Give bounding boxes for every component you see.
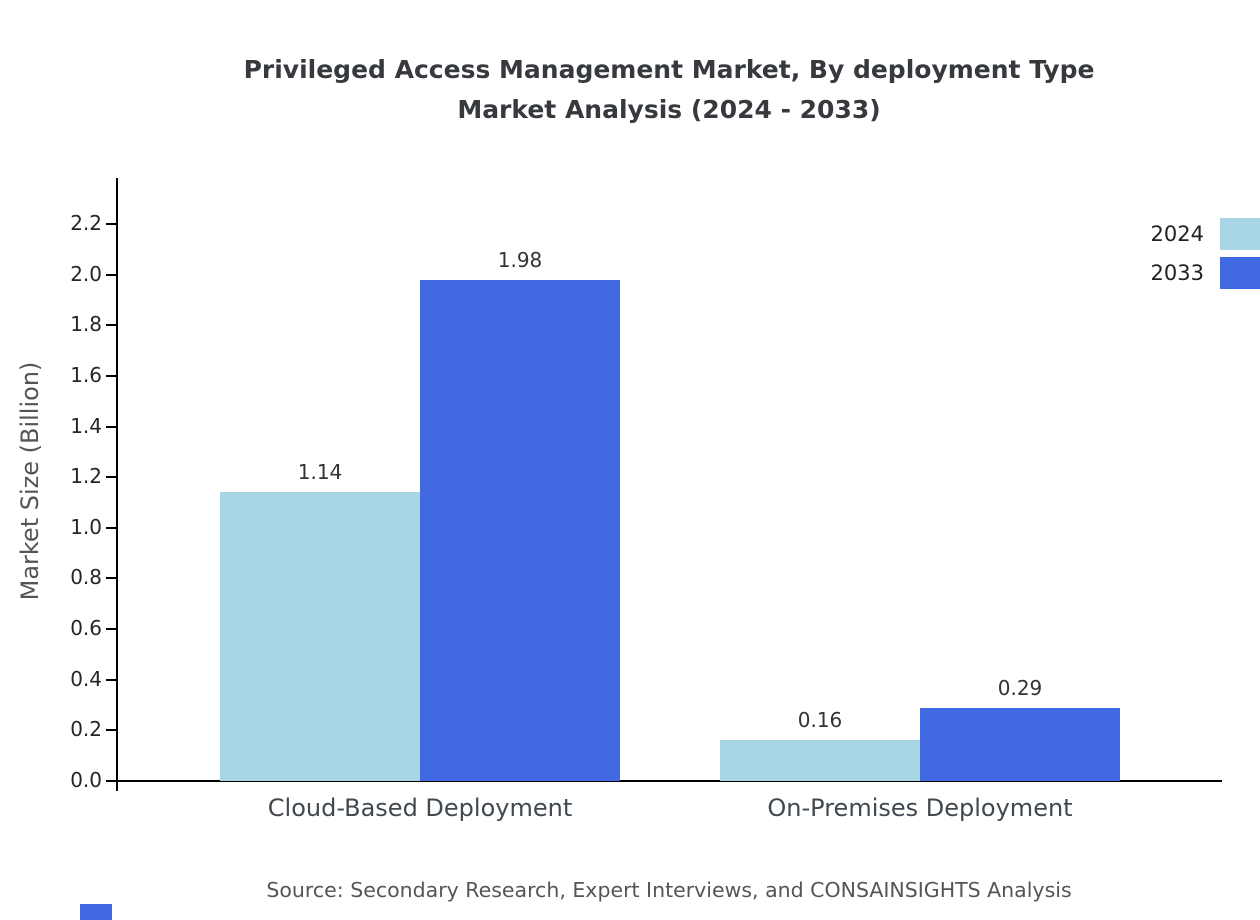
- y-tick-mark: [106, 223, 116, 225]
- bar-value-label: 1.14: [297, 460, 343, 485]
- legend-item-2033: 2033: [1151, 257, 1260, 289]
- x-axis-line: [116, 780, 1222, 782]
- y-tick-mark: [106, 374, 116, 377]
- legend-label: 2024: [1150, 222, 1204, 246]
- y-tick-label: 0.4: [70, 666, 102, 691]
- y-tick-label: 1.2: [70, 464, 102, 489]
- y-tick-mark: [106, 324, 116, 327]
- y-tick-mark: [106, 425, 116, 428]
- y-tick-label: 1.6: [70, 362, 102, 387]
- legend-item-2024: 2024: [1151, 218, 1260, 250]
- chart-title: Privileged Access Management Market, By …: [78, 50, 1260, 130]
- legend-label: 2033: [1150, 261, 1204, 285]
- legend: 2024 2033: [1151, 218, 1260, 289]
- y-tick-mark: [106, 628, 116, 631]
- y-tick-label: 1.8: [70, 312, 102, 337]
- y-tick-mark: [106, 273, 116, 276]
- y-tick-label: 1.4: [70, 413, 102, 438]
- bar-2024-on-premises-deployment: [720, 740, 920, 781]
- bar-2033-on-premises-deployment: [920, 707, 1120, 781]
- bar-2024-cloud-based-deployment: [220, 492, 420, 781]
- y-axis-line: [116, 178, 118, 791]
- y-tick-mark: [106, 729, 116, 732]
- x-category-label: On-Premises Deployment: [767, 794, 1073, 822]
- chart-title-line-1: Privileged Access Management Market, By …: [243, 55, 1095, 84]
- y-tick-mark: [106, 678, 116, 681]
- watermark-square: [80, 904, 112, 920]
- y-tick-label: 0.0: [70, 768, 102, 792]
- chart-title-line-2: Market Analysis (2024 - 2033): [457, 95, 881, 124]
- y-tick-label: 0.2: [70, 717, 102, 742]
- y-tick-mark: [106, 577, 116, 580]
- x-category-label: Cloud-Based Deployment: [267, 794, 573, 822]
- y-tick-mark: [106, 476, 116, 479]
- y-tick-label: 2.2: [70, 211, 102, 235]
- y-tick-mark: [106, 780, 116, 782]
- y-tick-label: 2.0: [70, 261, 102, 286]
- y-tick-label: 0.6: [70, 616, 102, 641]
- bar-value-label: 1.98: [497, 247, 543, 272]
- bar-value-label: 0.29: [997, 675, 1043, 700]
- bar-value-label: 0.16: [797, 708, 843, 733]
- legend-swatch: [1220, 218, 1260, 250]
- source-note: Source: Secondary Research, Expert Inter…: [266, 878, 1072, 902]
- legend-swatch: [1220, 257, 1260, 289]
- bar-2033-cloud-based-deployment: [420, 279, 620, 781]
- y-tick-mark: [106, 526, 116, 529]
- y-tick-label: 1.0: [70, 514, 102, 539]
- y-tick-label: 0.8: [70, 565, 102, 590]
